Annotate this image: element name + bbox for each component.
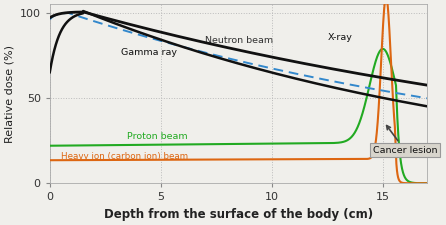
- Text: Proton beam: Proton beam: [128, 132, 188, 141]
- Text: Neutron beam: Neutron beam: [205, 36, 273, 45]
- Text: Gamma ray: Gamma ray: [121, 48, 177, 57]
- Text: Cancer lesion: Cancer lesion: [373, 126, 437, 155]
- Y-axis label: Relative dose (%): Relative dose (%): [4, 45, 14, 143]
- Text: X-ray: X-ray: [327, 33, 352, 42]
- X-axis label: Depth from the surface of the body (cm): Depth from the surface of the body (cm): [104, 208, 373, 221]
- Text: Heavy ion (carbon ion) beam: Heavy ion (carbon ion) beam: [61, 152, 188, 161]
